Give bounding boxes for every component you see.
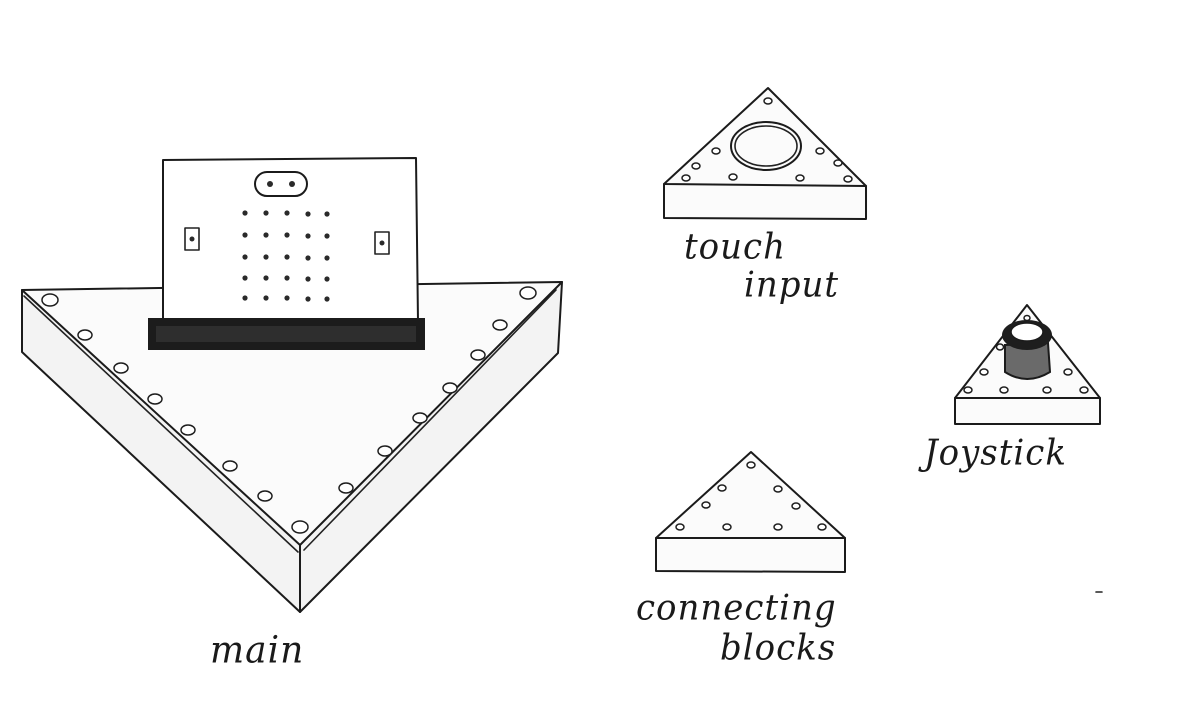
label-touch-input: touch input [684,228,839,304]
microcontroller-board-icon [148,157,425,350]
label-connecting-blocks: connecting blocks [636,588,837,668]
label-blocks-line-2: blocks [720,626,837,669]
main-base-icon [21,157,563,613]
joystick-block-icon [954,304,1101,425]
touch-input-block-icon [663,87,868,220]
label-main: main [210,628,305,672]
base-holes [41,286,537,534]
label-touch-line-1: touch [684,226,786,269]
label-blocks-line-1: connecting [636,587,837,630]
label-joystick: Joystick [924,432,1067,474]
label-touch-line-2: input [744,263,840,306]
connecting-block-icon [655,451,846,573]
